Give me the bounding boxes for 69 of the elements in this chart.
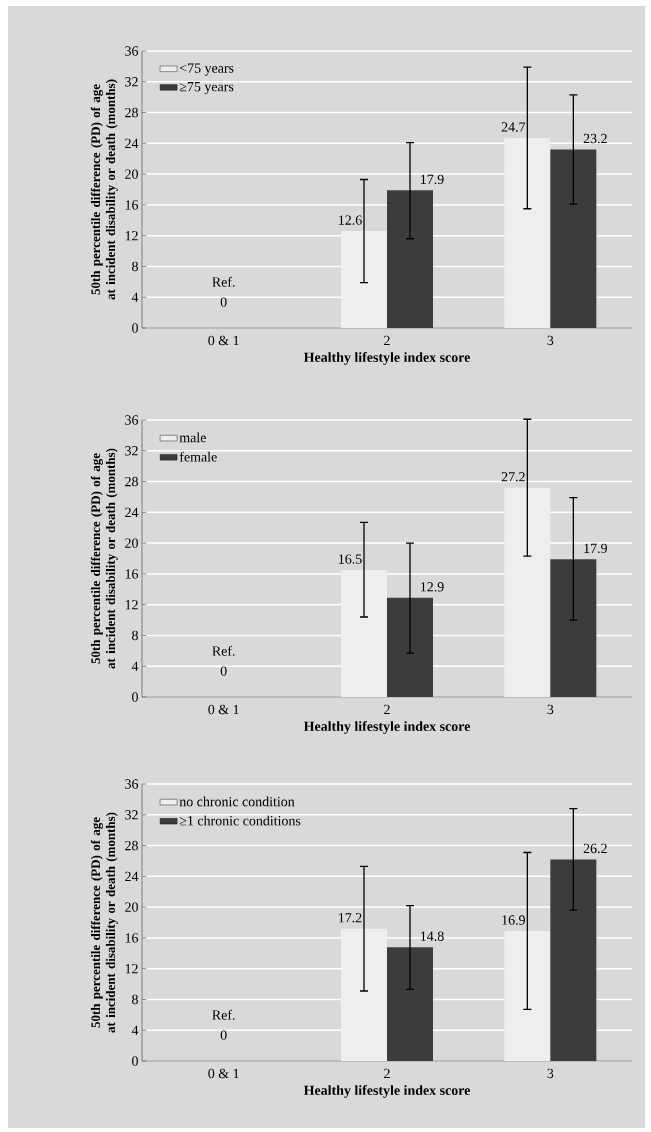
legend-label: ≥75 years	[179, 82, 234, 95]
annotation: Ref.	[212, 645, 235, 656]
x-axis-title: Healthy lifestyle index score	[303, 352, 471, 365]
legend-label: male	[179, 432, 206, 443]
y-tick-label: 20	[125, 538, 138, 548]
y-tick-label: 16	[125, 933, 139, 943]
y-tick-label: 0	[132, 692, 138, 702]
data-label: 17.2	[339, 913, 362, 923]
y-tick-label: 36	[125, 46, 139, 56]
y-tick-label: 12	[125, 964, 138, 974]
y-tick-label: 28	[125, 476, 138, 487]
x-tick-label: 0 & 1	[208, 1068, 239, 1079]
x-tick-label: 0 & 1	[208, 704, 239, 715]
x-tick-label: 0 & 1	[208, 335, 239, 346]
y-axis-title: 50th percentile difference (PD) of age at incident disability or death (months)	[90, 448, 118, 669]
x-tick-label: 3	[547, 704, 554, 715]
legend-label: <75 years	[179, 63, 234, 76]
annotation: 0	[220, 666, 227, 676]
y-tick-label: 32	[125, 77, 138, 87]
y-tick-label: 4	[131, 661, 139, 671]
y-tick-label: 0	[132, 323, 138, 333]
y-tick-label: 36	[125, 779, 139, 789]
legend-label: female	[179, 451, 217, 462]
y-tick-label: 32	[125, 446, 138, 456]
data-label: 16.5	[339, 554, 362, 564]
y-tick-label: 20	[125, 902, 138, 912]
data-label: 16.9	[502, 915, 525, 925]
y-axis-title: 50th percentile difference (PD) of age at incident disability or death (months)	[90, 812, 118, 1033]
x-tick-label: 2	[384, 1068, 390, 1079]
y-tick-label: 24	[125, 507, 139, 517]
data-label: 17.9	[584, 543, 607, 554]
y-tick-label: 8	[132, 261, 138, 272]
annotation: 0	[220, 297, 227, 307]
data-label: 26.2	[583, 843, 607, 854]
x-axis-title: Healthy lifestyle index score	[303, 1085, 471, 1098]
y-tick-label: 28	[125, 107, 138, 118]
y-axis-title: 50th percentile difference (PD) of age at incident disability or death (months)	[90, 79, 118, 300]
data-label: 27.2	[501, 472, 525, 482]
y-tick-label: 0	[132, 1056, 138, 1066]
data-label: 14.8	[421, 931, 444, 941]
data-label: 23.2	[583, 133, 607, 144]
y-tick-label: 36	[125, 415, 139, 425]
x-tick-label: 3	[547, 1068, 554, 1079]
data-label: 12.6	[339, 215, 362, 225]
data-label: 12.9	[421, 582, 444, 592]
legend-label: ≥1 chronic conditions	[179, 815, 301, 826]
y-tick-label: 12	[125, 600, 138, 610]
y-tick-label: 4	[131, 292, 139, 302]
annotation: Ref.	[212, 1009, 235, 1020]
x-tick-label: 2	[384, 704, 390, 715]
y-tick-label: 24	[125, 138, 139, 148]
data-label: 17.9	[421, 174, 444, 185]
y-tick-label: 16	[125, 569, 139, 579]
y-tick-label: 8	[132, 994, 138, 1005]
y-tick-label: 20	[125, 169, 138, 179]
y-tick-label: 16	[125, 200, 139, 210]
x-tick-label: 3	[547, 335, 554, 346]
annotation: Ref.	[212, 276, 235, 287]
y-tick-label: 24	[125, 871, 139, 881]
y-tick-label: 4	[131, 1025, 139, 1035]
y-tick-label: 8	[132, 630, 138, 641]
x-axis-title: Healthy lifestyle index score	[303, 721, 471, 734]
data-label: 24.7	[501, 122, 526, 132]
y-tick-label: 32	[125, 810, 138, 820]
legend-label: no chronic condition	[179, 796, 295, 807]
x-tick-label: 2	[384, 335, 390, 346]
annotation: 0	[220, 1030, 227, 1040]
y-tick-label: 12	[125, 231, 138, 241]
y-tick-label: 28	[125, 840, 138, 851]
